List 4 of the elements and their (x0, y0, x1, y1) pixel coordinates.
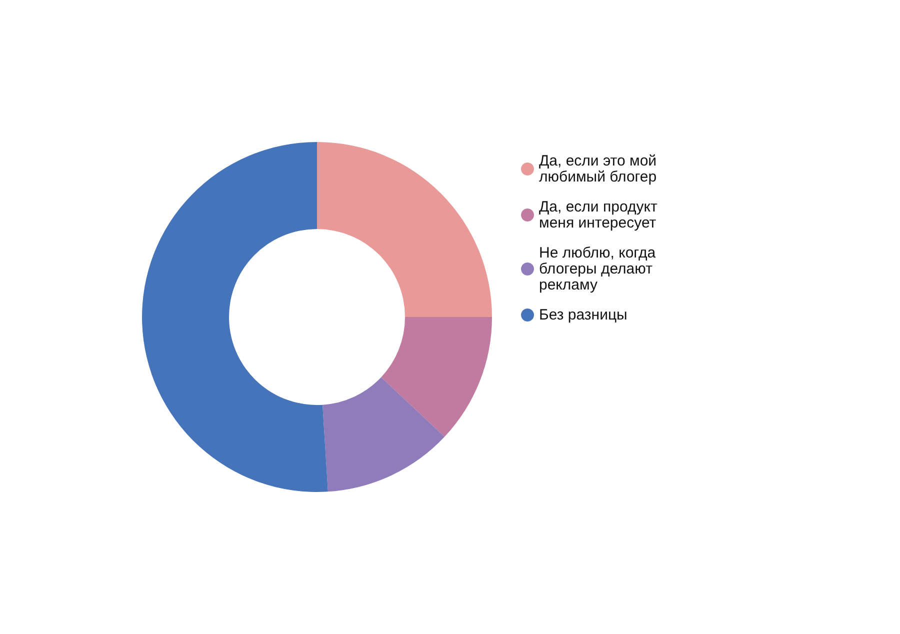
legend-label: Не люблю, когда блогеры делают рекламу (539, 244, 660, 294)
legend-label: Да, если это мой любимый блогер (539, 152, 661, 186)
legend-label: Без разницы (539, 306, 628, 324)
legend-label: Да, если продукт меня интересует (539, 198, 662, 232)
